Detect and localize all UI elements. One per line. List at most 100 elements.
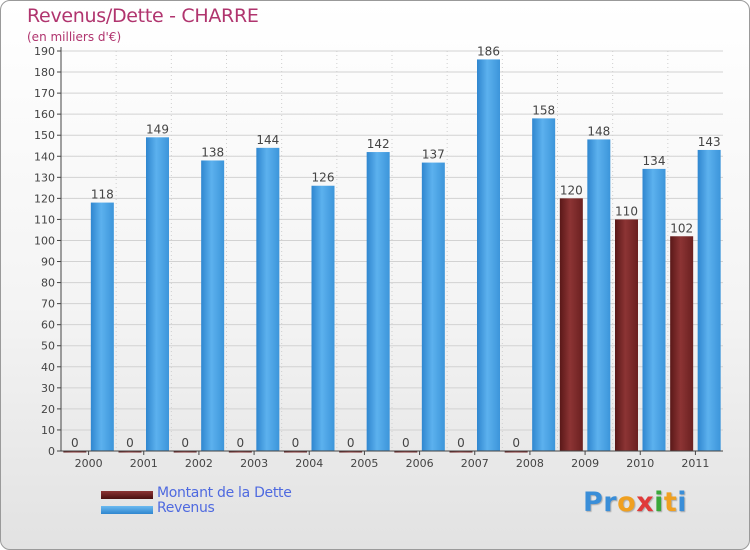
bar-revenus [256, 147, 280, 451]
data-label-revenus: 137 [422, 148, 445, 162]
y-tick-label: 180 [34, 66, 55, 79]
y-tick-label: 110 [34, 213, 55, 226]
y-tick-label: 80 [41, 277, 55, 290]
data-label-revenus: 149 [146, 122, 169, 136]
y-tick-label: 10 [41, 424, 55, 437]
data-label-dette: 0 [181, 436, 189, 450]
legend-label-revenus: Revenus [157, 500, 215, 516]
data-label-revenus: 138 [201, 145, 224, 159]
x-tick-label: 2011 [681, 457, 709, 470]
bar-dette [284, 451, 307, 453]
data-label-dette: 0 [292, 436, 300, 450]
data-label-revenus: 126 [312, 171, 335, 185]
y-tick-label: 30 [41, 382, 55, 395]
data-label-revenus: 148 [587, 124, 610, 138]
x-tick-label: 2002 [185, 457, 213, 470]
logo-letter: i [677, 487, 688, 518]
x-tick-label: 2008 [516, 457, 544, 470]
y-tick-label: 50 [41, 340, 55, 353]
chart-subtitle: (en milliers d'€) [27, 30, 122, 44]
bar-dette [63, 451, 87, 453]
bar-revenus [201, 160, 225, 451]
data-label-dette: 0 [126, 436, 134, 450]
bar-revenus [366, 152, 390, 452]
bar-dette [504, 451, 528, 453]
data-label-dette: 0 [237, 436, 245, 450]
y-tick-label: 120 [34, 192, 55, 205]
bar-dette [339, 451, 363, 453]
y-tick-label: 130 [34, 171, 55, 184]
x-tick-label: 2000 [75, 457, 103, 470]
bar-dette [559, 198, 583, 451]
bar-revenus [532, 118, 556, 452]
x-tick-label: 2009 [571, 457, 599, 470]
data-label-dette: 0 [347, 436, 355, 450]
logo-letter: x [636, 487, 655, 518]
data-label-revenus: 118 [91, 188, 114, 202]
legend-swatch-dette [101, 491, 153, 499]
data-label-revenus: 186 [477, 44, 500, 58]
legend-swatch-revenus [101, 506, 153, 514]
bars [63, 59, 721, 453]
bar-revenus [421, 162, 445, 451]
bar-dette [173, 451, 197, 453]
bar-dette [118, 451, 142, 453]
bar-dette [670, 236, 694, 451]
y-tick-label: 20 [41, 403, 55, 416]
x-tick-label: 2010 [626, 457, 654, 470]
bar-dette [449, 451, 473, 453]
chart-title: Revenus/Dette - CHARRE [27, 5, 259, 27]
data-label-dette: 0 [512, 436, 520, 450]
data-label-revenus: 144 [256, 133, 279, 147]
data-label-revenus: 142 [367, 137, 390, 151]
y-tick-label: 190 [34, 45, 55, 58]
bar-revenus [146, 137, 169, 451]
axes [57, 47, 723, 455]
logo-letter: P [583, 487, 604, 518]
bar-revenus [477, 59, 500, 451]
logo-letter: r [603, 487, 618, 518]
data-label-dette: 110 [615, 204, 638, 218]
x-tick-label: 2004 [295, 457, 323, 470]
data-label-dette: 102 [670, 221, 693, 235]
x-tick-label: 2007 [461, 457, 489, 470]
y-tick-label: 90 [41, 256, 55, 269]
bar-dette [228, 451, 252, 453]
legend-label-dette: Montant de la Dette [157, 485, 292, 501]
data-label-dette: 0 [402, 436, 410, 450]
data-label-revenus: 134 [643, 154, 666, 168]
y-tick-label: 70 [41, 298, 55, 311]
y-tick-label: 40 [41, 361, 55, 374]
bar-revenus [642, 168, 666, 452]
y-tick-label: 0 [48, 445, 55, 458]
grid-lines [61, 50, 723, 451]
data-label-dette: 0 [457, 436, 465, 450]
bar-revenus [697, 149, 721, 451]
proxiti-logo: Proxiti [583, 487, 687, 518]
data-label-revenus: 158 [532, 103, 555, 117]
y-tick-label: 160 [34, 108, 55, 121]
data-label-revenus: 143 [698, 135, 721, 149]
y-tick-label: 140 [34, 150, 55, 163]
data-label-dette: 120 [560, 183, 583, 197]
logo-letter: t [663, 487, 678, 518]
x-tick-label: 2001 [130, 457, 158, 470]
data-label-dette: 0 [71, 436, 79, 450]
logo-letter: o [617, 487, 637, 518]
bar-dette [615, 219, 638, 451]
x-tick-label: 2006 [406, 457, 434, 470]
y-tick-label: 150 [34, 129, 55, 142]
labels: 0102030405060708090100110120130140150160… [34, 44, 721, 470]
bar-revenus [311, 185, 335, 451]
bar-dette [394, 451, 418, 453]
y-tick-label: 60 [41, 319, 55, 332]
logo-letter: i [654, 487, 664, 518]
y-tick-label: 170 [34, 87, 55, 100]
x-tick-label: 2005 [350, 457, 378, 470]
bar-revenus [587, 139, 611, 451]
x-tick-label: 2003 [240, 457, 268, 470]
y-tick-label: 100 [34, 234, 55, 247]
bar-revenus [90, 202, 114, 451]
